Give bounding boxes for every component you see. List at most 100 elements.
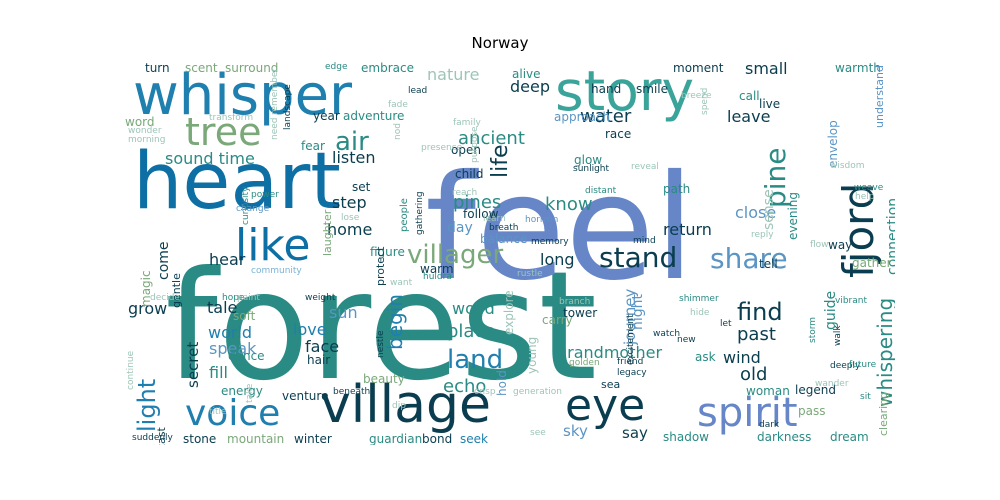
word-alive: alive xyxy=(512,67,541,81)
word-step: step xyxy=(332,193,367,212)
word-young: young xyxy=(525,337,539,374)
word-follow: follow xyxy=(463,207,499,221)
word-ancient: ancient xyxy=(458,128,525,149)
word-say: say xyxy=(622,424,648,442)
word-home: home xyxy=(327,220,372,239)
word-darkness: darkness xyxy=(757,430,811,444)
word-sound-time: sound time xyxy=(165,149,255,168)
word-place: place xyxy=(447,321,495,342)
word-path: path xyxy=(663,182,690,196)
word-nature: nature xyxy=(427,65,479,84)
word-hope: hope xyxy=(222,293,245,303)
word-mountain: mountain xyxy=(227,432,284,445)
word-crisp: crisp xyxy=(474,387,496,397)
word-deeply: deeply xyxy=(830,361,861,371)
word-return: return xyxy=(663,220,712,239)
word-let: let xyxy=(720,319,732,329)
word-land: land xyxy=(447,345,503,375)
word-friend: friend xyxy=(617,357,643,367)
word-curiosity: curiosity xyxy=(241,186,251,225)
word-story: story xyxy=(555,60,694,123)
word-hand: hand xyxy=(591,82,621,96)
word-come: come xyxy=(156,241,172,280)
word-weave: weave xyxy=(854,183,884,193)
word-whisper: whisper xyxy=(133,63,353,128)
word-fill: fill xyxy=(209,363,228,382)
word-wisdom: wisdom xyxy=(830,161,865,171)
word-past: past xyxy=(737,324,776,345)
word-shimmer: shimmer xyxy=(679,294,719,304)
word-distant: distant xyxy=(585,186,617,196)
word-suddenly: suddenly xyxy=(132,433,174,443)
word-presence: presence xyxy=(421,143,463,153)
word-spend: spend xyxy=(700,88,710,115)
word-fear: fear xyxy=(301,139,325,153)
word-race: race xyxy=(605,127,631,141)
word-scent: scent xyxy=(185,61,218,75)
word-venture: venture xyxy=(282,389,328,403)
word-mind: mind xyxy=(633,236,656,246)
word-tell: tell xyxy=(759,257,778,271)
word-sky: sky xyxy=(563,422,588,440)
word-title: title xyxy=(209,407,227,417)
word-warm: warm xyxy=(420,262,454,276)
word-sea: sea xyxy=(601,378,620,391)
word-surround: surround xyxy=(225,61,278,75)
word-whispering: whispering xyxy=(873,298,895,407)
word-sun: sun xyxy=(329,303,358,322)
word-nod: nod xyxy=(393,123,403,140)
word-find: find xyxy=(737,298,783,326)
word-open: open xyxy=(451,143,481,157)
word-purpose: purpose xyxy=(470,126,480,163)
word-energy: energy xyxy=(221,384,263,398)
word-envelop: envelop xyxy=(826,120,840,168)
word-weight: weight xyxy=(305,293,336,303)
word-clearing: clearing xyxy=(877,392,890,436)
word-pass: pass xyxy=(798,404,825,418)
word-breeze: breeze xyxy=(681,91,712,101)
word-pines: pines xyxy=(453,192,501,213)
word-generation: generation xyxy=(513,387,562,397)
word-memory: memory xyxy=(531,237,569,247)
word-speak: speak xyxy=(209,339,257,358)
word-cloud: forest feel heart whisper story village voice s… xyxy=(125,60,895,445)
word-life: life xyxy=(488,144,513,178)
word-take: take xyxy=(245,383,255,403)
word-villager: villager xyxy=(407,240,503,270)
word-lose: lose xyxy=(341,213,360,223)
word-secret: secret xyxy=(184,342,202,388)
word-eye: eye xyxy=(565,380,645,431)
word-grandmother: grandmother xyxy=(557,343,662,362)
word-dark: dark xyxy=(759,420,780,430)
word-smile: smile xyxy=(636,82,668,96)
word-understand: understand xyxy=(873,65,886,128)
word-leave: leave xyxy=(727,107,770,126)
word-know: know xyxy=(545,194,593,215)
word-transform: transform xyxy=(209,113,253,123)
word-branch: branch xyxy=(559,297,590,307)
word-wander: wander xyxy=(815,379,849,389)
word-cast: cast xyxy=(155,426,168,445)
word-call: call xyxy=(739,89,760,103)
word-reach: reach xyxy=(452,188,477,198)
word-hold: hold xyxy=(495,370,509,396)
word-woman: woman xyxy=(746,384,790,398)
word-stone: stone xyxy=(183,432,216,445)
word-explore: explore xyxy=(502,290,516,335)
word-learn: learn xyxy=(483,214,506,224)
word-beneath: beneath xyxy=(333,387,370,397)
word-reveal: reveal xyxy=(631,162,659,172)
word-seek: seek xyxy=(460,432,488,445)
chart-title: Norway xyxy=(471,34,529,52)
word-morning: morning xyxy=(128,135,165,145)
word-guide: guide xyxy=(823,291,839,330)
word-nestle: nestle xyxy=(376,330,386,358)
word-remember: remember xyxy=(270,68,280,115)
word-world: world xyxy=(208,323,252,342)
word-breath: breath xyxy=(489,223,519,233)
word-bond: bond xyxy=(422,432,452,445)
word-legacy: legacy xyxy=(617,368,647,378)
word-ask: ask xyxy=(695,350,716,364)
word-sense: sense xyxy=(761,189,777,230)
